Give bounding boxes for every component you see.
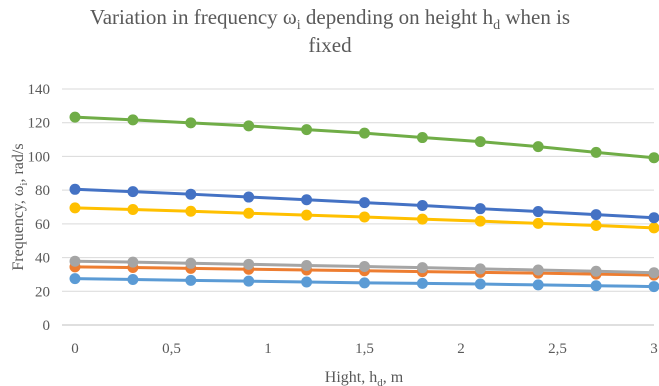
data-point — [532, 264, 544, 276]
data-point — [185, 274, 197, 286]
data-point — [127, 114, 139, 126]
series-6 — [69, 111, 659, 164]
y-tick-label: 20 — [35, 284, 50, 300]
gridlines — [62, 88, 654, 326]
data-point — [532, 141, 544, 153]
chart-title-line1: Variation in frequency ωi depending on h… — [90, 5, 570, 33]
data-point — [359, 211, 370, 223]
data-point — [185, 188, 197, 200]
data-point — [69, 255, 81, 267]
data-point — [648, 152, 659, 164]
data-point — [359, 277, 370, 289]
y-tick-label: 60 — [35, 217, 50, 233]
data-point — [532, 206, 544, 218]
series-4 — [69, 202, 659, 234]
data-point — [416, 132, 428, 144]
data-point — [474, 215, 486, 227]
y-tick-label: 40 — [35, 251, 50, 267]
x-tick-labels: 0 0,5 1 1,5 2 2,5 3 — [71, 341, 658, 357]
x-tick-label: 1 — [264, 341, 272, 357]
data-point — [474, 136, 486, 148]
data-point — [243, 258, 255, 270]
series-5 — [69, 183, 659, 224]
x-tick-label: 0,5 — [162, 341, 181, 357]
data-point — [127, 256, 139, 268]
data-point — [590, 146, 602, 158]
data-point — [185, 257, 197, 269]
data-point — [243, 120, 255, 132]
y-tick-label: 0 — [43, 318, 51, 334]
data-point — [301, 194, 313, 206]
data-point — [590, 265, 602, 277]
data-point — [648, 222, 659, 234]
data-point — [416, 277, 428, 289]
data-point — [185, 117, 197, 129]
data-point — [648, 281, 659, 293]
chart-title-line2: fixed — [308, 33, 352, 57]
data-point — [69, 202, 81, 214]
data-point — [301, 276, 313, 288]
data-point — [359, 261, 370, 273]
data-point — [416, 262, 428, 274]
y-tick-label: 140 — [28, 82, 51, 98]
data-point — [648, 267, 659, 279]
series-3 — [69, 255, 659, 279]
x-axis-title: Hight, hd, m — [325, 369, 404, 386]
data-point — [474, 278, 486, 290]
y-tick-label: 100 — [28, 149, 51, 165]
data-point — [532, 279, 544, 291]
data-point — [301, 209, 313, 221]
data-point — [127, 273, 139, 285]
data-point — [301, 259, 313, 271]
data-point — [590, 220, 602, 232]
data-point — [127, 186, 139, 198]
data-point — [590, 209, 602, 221]
data-point — [301, 124, 313, 136]
data-point — [474, 263, 486, 275]
data-point — [416, 199, 428, 211]
data-point — [69, 183, 81, 195]
x-tick-label: 1,5 — [355, 341, 374, 357]
x-tick-label: 0 — [71, 341, 79, 357]
data-point — [243, 191, 255, 203]
x-tick-label: 2,5 — [548, 341, 567, 357]
data-point — [532, 217, 544, 229]
y-axis-title: Frequency, ωi, rad/s — [10, 143, 30, 270]
x-tick-label: 2 — [457, 341, 465, 357]
data-point — [69, 111, 81, 123]
series-layer — [69, 111, 659, 293]
y-tick-label: 80 — [35, 183, 50, 199]
data-point — [648, 212, 659, 224]
y-tick-label: 120 — [28, 116, 51, 132]
series-1 — [69, 273, 659, 293]
y-tick-labels: 0 20 40 60 80 100 120 140 — [28, 82, 51, 334]
data-point — [127, 204, 139, 216]
x-tick-label: 3 — [650, 341, 658, 357]
data-point — [416, 213, 428, 225]
data-point — [590, 280, 602, 292]
data-point — [69, 273, 81, 285]
data-point — [359, 197, 370, 209]
data-point — [474, 203, 486, 215]
data-point — [243, 207, 255, 219]
data-point — [243, 275, 255, 287]
data-point — [185, 205, 197, 217]
data-point — [359, 127, 370, 139]
